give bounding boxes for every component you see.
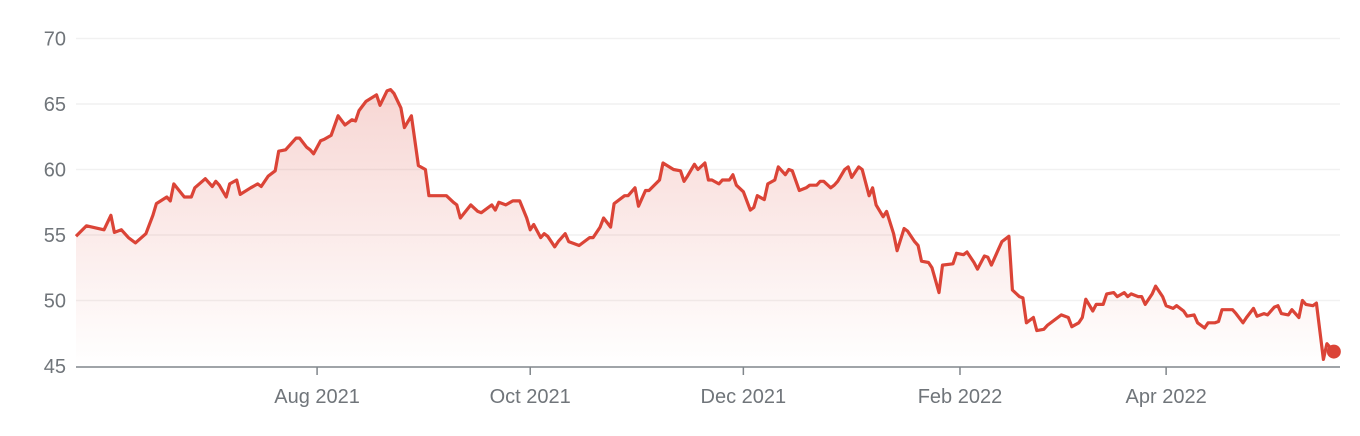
latest-price-dot[interactable]: [1326, 344, 1341, 359]
y-tick-label: 55: [44, 225, 66, 247]
x-tick-label: Apr 2022: [1126, 386, 1207, 408]
price-area-fill: [76, 89, 1334, 367]
y-tick-label: 50: [44, 291, 66, 313]
y-tick-label: 70: [44, 29, 66, 51]
price-line[interactable]: [74, 88, 1336, 361]
x-tick-label: Feb 2022: [918, 386, 1003, 408]
y-tick-label: 60: [44, 160, 66, 182]
x-tick-label: Aug 2021: [274, 386, 360, 408]
y-axis: 45 50 55 60 65 70: [44, 29, 66, 379]
x-axis: Aug 2021 Oct 2021 Dec 2021 Feb 2022 Apr 2022: [274, 367, 1207, 408]
x-tick-label: Oct 2021: [490, 386, 571, 408]
y-tick-label: 45: [44, 356, 66, 378]
x-tick-label: Dec 2021: [701, 386, 787, 408]
y-tick-label: 65: [44, 94, 66, 116]
